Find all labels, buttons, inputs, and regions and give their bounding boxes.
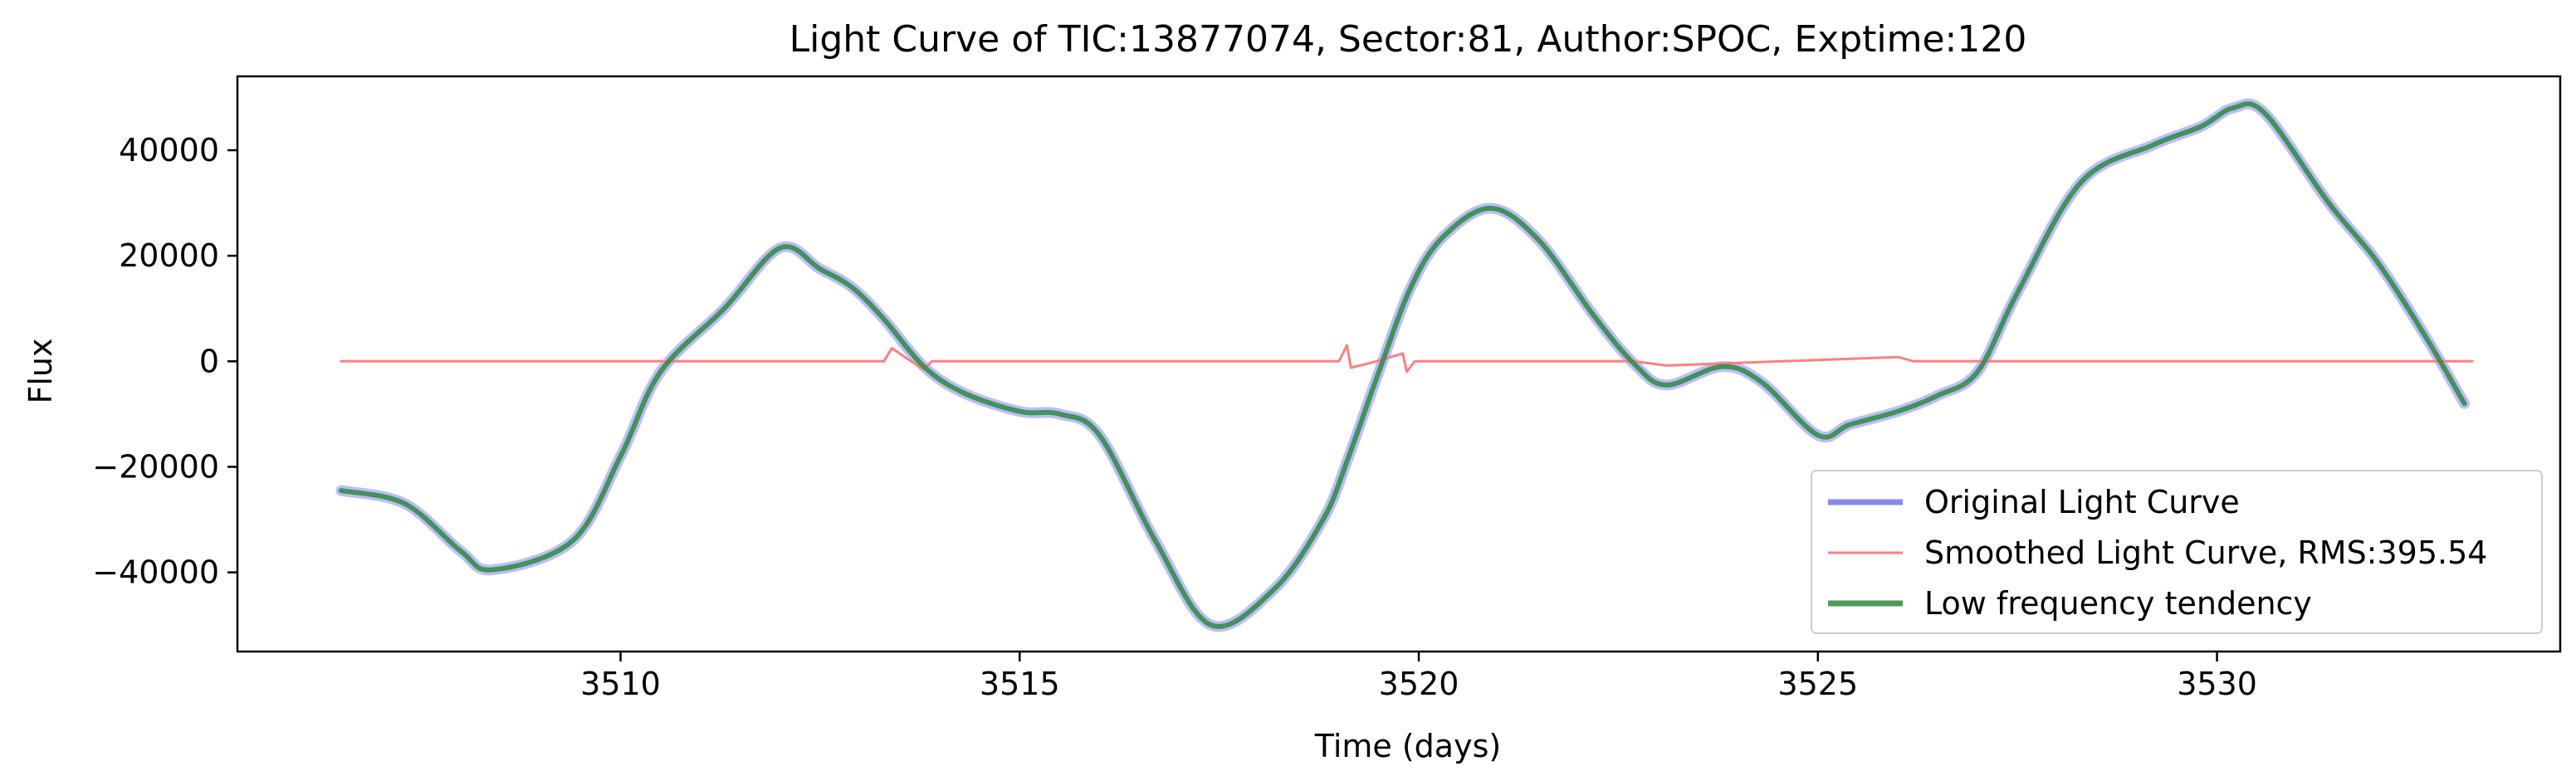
- x-axis-ticks: 3510 3515 3520 3525 3530: [580, 652, 2257, 702]
- smoothed-light-curve-line: [340, 344, 2474, 373]
- x-tick-label: 3510: [580, 666, 661, 702]
- x-tick-label: 3530: [2177, 666, 2257, 702]
- legend-item-original: Original Light Curve: [1828, 484, 2240, 520]
- series-lines: [335, 98, 2474, 632]
- low-frequency-tendency-line: [339, 101, 2467, 629]
- chart-title: Light Curve of TIC:13877074, Sector:81, …: [789, 18, 2027, 61]
- x-tick-label: 3520: [1379, 666, 1459, 702]
- x-tick-label: 3525: [1777, 666, 1858, 702]
- y-tick-label: 20000: [119, 237, 219, 274]
- y-tick-label: −40000: [92, 554, 219, 591]
- legend: Original Light Curve Smoothed Light Curve…: [1811, 470, 2543, 634]
- y-tick-label: −20000: [92, 448, 219, 485]
- y-tick-label: 40000: [119, 132, 219, 168]
- legend-label: Smoothed Light Curve, RMS:395.54: [1924, 534, 2487, 571]
- legend-box: [1811, 470, 2543, 634]
- x-tick-label: 3515: [980, 666, 1060, 702]
- x-axis-label: Time (days): [1314, 728, 1501, 764]
- legend-label: Original Light Curve: [1924, 484, 2240, 520]
- y-tick-label: 0: [199, 343, 219, 379]
- y-axis-ticks: −40000 −20000 0 20000 40000: [92, 132, 237, 591]
- plot-area-frame: [236, 75, 2562, 653]
- legend-item-smoothed: Smoothed Light Curve, RMS:395.54: [1828, 534, 2487, 571]
- legend-item-low-frequency: Low frequency tendency: [1828, 585, 2312, 622]
- y-axis-label: Flux: [22, 339, 59, 404]
- legend-label: Low frequency tendency: [1924, 585, 2312, 622]
